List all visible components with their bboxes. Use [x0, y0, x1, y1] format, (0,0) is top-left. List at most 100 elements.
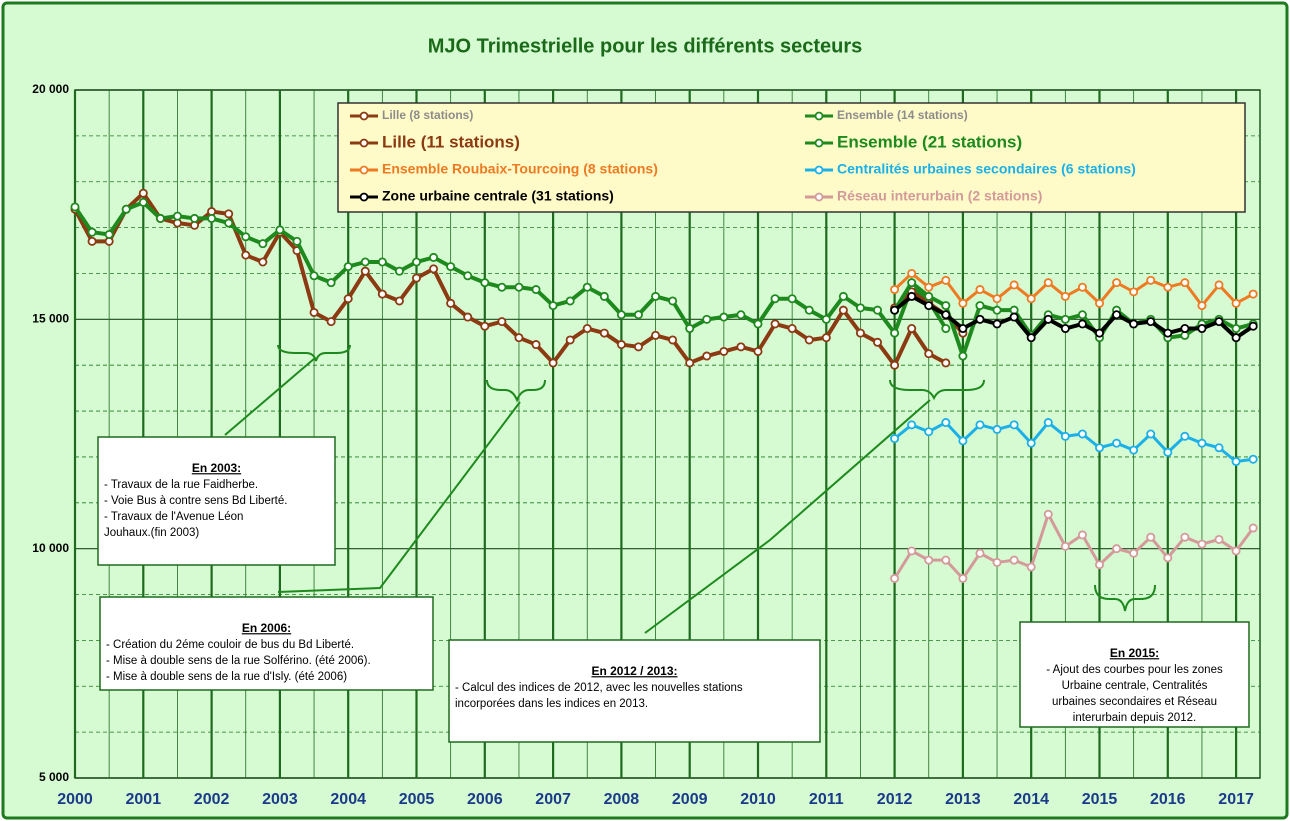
data-point [975, 285, 985, 295]
data-point [1180, 532, 1190, 542]
data-point [1009, 280, 1019, 290]
data-point [719, 346, 729, 356]
annotation-line: Urbaine centrale, Centralités [1062, 680, 1208, 692]
data-point [821, 314, 831, 324]
data-point [1129, 548, 1139, 558]
data-point [1231, 298, 1241, 308]
data-point [651, 330, 661, 340]
data-point [1060, 324, 1070, 334]
data-point [702, 314, 712, 324]
data-point [668, 335, 678, 345]
brace [277, 344, 351, 362]
data-point [87, 236, 97, 246]
data-point [1043, 418, 1053, 428]
data-point [855, 303, 865, 313]
series-line [893, 512, 1255, 580]
data-point [1231, 546, 1241, 556]
annotation-box [97, 436, 336, 566]
data-point [582, 282, 592, 292]
data-point [1077, 530, 1087, 540]
x-tick-label: 2007 [535, 791, 571, 808]
data-point [941, 324, 951, 334]
chart-title: MJO Trimestrielle pour les différents se… [428, 35, 863, 57]
data-point [685, 358, 695, 368]
data-point [975, 420, 985, 430]
series-line [893, 271, 1254, 308]
data-point [1026, 333, 1036, 343]
data-point [514, 282, 524, 292]
data-point [1163, 328, 1173, 338]
data-point [309, 307, 319, 317]
data-point [343, 294, 353, 304]
data-point [736, 310, 746, 320]
data-point [941, 555, 951, 565]
data-point [1231, 457, 1241, 467]
data-point [958, 436, 968, 446]
y-tick-label: 20 000 [32, 82, 69, 96]
data-point [1214, 534, 1224, 544]
annotation-box [1019, 621, 1250, 728]
data-point [207, 213, 217, 223]
data-point [873, 337, 883, 347]
x-tick-label: 2009 [672, 791, 708, 808]
legend-label: Lille (11 stations) [382, 132, 520, 151]
data-point [1077, 310, 1087, 320]
data-point [548, 301, 558, 311]
data-point [241, 232, 251, 242]
data-point [1146, 317, 1156, 327]
data-point [172, 211, 182, 221]
data-point [924, 427, 934, 437]
data-point [480, 278, 490, 288]
y-tick-label: 5 000 [39, 770, 69, 784]
data-point [1248, 321, 1258, 331]
data-point [1094, 443, 1104, 453]
annotation-line: - Mise à double sens de la rue d'Isly. (… [106, 671, 347, 683]
series-line [73, 200, 948, 336]
x-tick-label: 2005 [399, 791, 435, 808]
data-point [958, 573, 968, 583]
data-point [565, 296, 575, 306]
data-point [633, 342, 643, 352]
y-tick-label: 10 000 [32, 541, 69, 555]
series-line [893, 421, 1254, 464]
x-tick-label: 2012 [877, 791, 913, 808]
legend-label: Zone urbaine centrale (31 stations) [382, 188, 614, 204]
brace [889, 379, 985, 401]
data-point [326, 278, 336, 288]
data-point [70, 202, 80, 212]
data-point [343, 262, 353, 272]
data-point [907, 324, 917, 334]
data-point [668, 296, 678, 306]
x-tick-label: 2001 [126, 791, 162, 808]
annotation-title: En 2012 / 2013: [591, 664, 677, 678]
data-point [1231, 324, 1241, 334]
data-point [941, 418, 951, 428]
data-point [1146, 532, 1156, 542]
data-point [360, 266, 370, 276]
data-point [1060, 291, 1070, 301]
data-point [224, 209, 234, 219]
data-point [87, 227, 97, 237]
x-tick-label: 2017 [1218, 791, 1254, 808]
data-point [377, 289, 387, 299]
data-point [907, 268, 917, 278]
data-point [360, 257, 370, 267]
data-point [1060, 431, 1070, 441]
data-point [907, 420, 917, 430]
data-point [992, 305, 1002, 315]
annotation-line: Jouhaux.(fin 2003) [104, 527, 199, 539]
data-point [924, 291, 934, 301]
data-point [1146, 429, 1156, 439]
data-point [770, 319, 780, 329]
data-point [1197, 438, 1207, 448]
data-point [941, 301, 951, 311]
data-point [838, 291, 848, 301]
x-tick-label: 2000 [57, 791, 93, 808]
data-point [1094, 560, 1104, 570]
data-point [1197, 324, 1207, 334]
annotation-pointers [224, 344, 1156, 634]
data-point [907, 546, 917, 556]
data-point [821, 333, 831, 343]
x-tick-label: 2010 [740, 791, 776, 808]
annotation-title: En 2003: [192, 461, 241, 475]
